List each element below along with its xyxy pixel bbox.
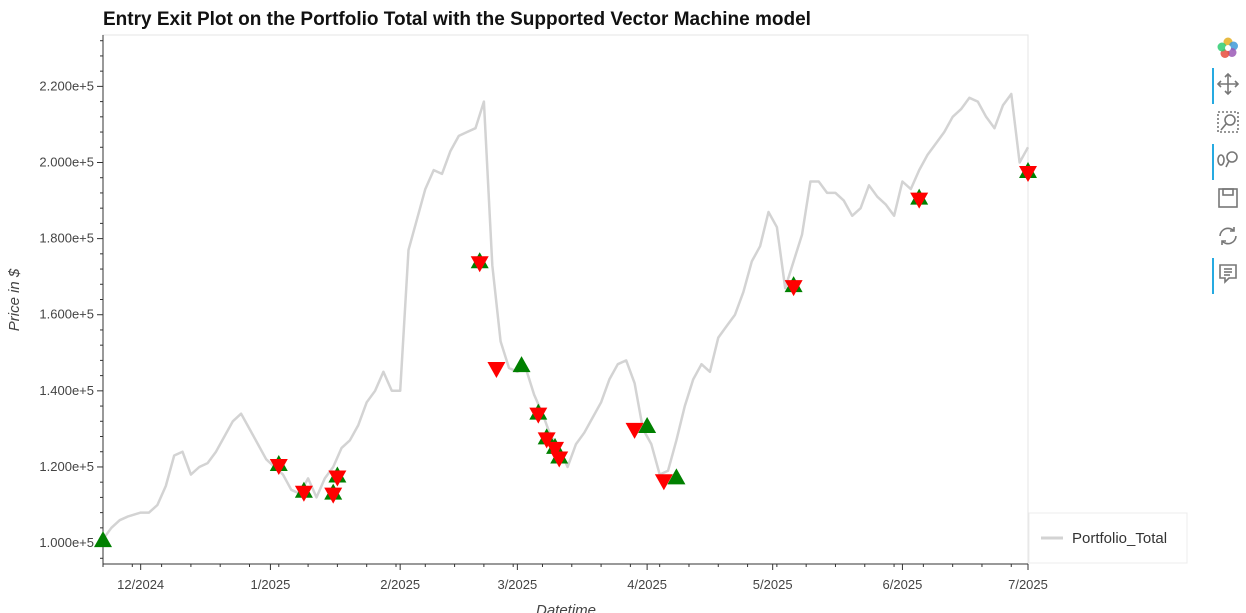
y-tick-label: 1.200e+5 — [39, 459, 94, 474]
y-tick-label: 1.000e+5 — [39, 535, 94, 550]
y-axis-label: Price in $ — [6, 268, 23, 331]
exit-marker[interactable] — [654, 474, 673, 491]
x-axis-label: Datetime — [536, 602, 596, 613]
entry-marker[interactable] — [94, 531, 112, 548]
x-tick-label: 4/2025 — [627, 577, 667, 592]
exit-marker[interactable] — [269, 459, 288, 476]
y-tick-label: 1.400e+5 — [39, 383, 94, 398]
pan-icon[interactable] — [1208, 68, 1246, 104]
exit-marker[interactable] — [328, 470, 347, 487]
plot-area[interactable] — [102, 34, 1029, 565]
entry-marker[interactable] — [512, 356, 531, 373]
series-line-portfolio-total — [101, 92, 1030, 541]
exit-marker[interactable] — [529, 407, 548, 424]
y-axis: 1.000e+5 1.200e+5 1.400e+5 1.600e+5 1.800e+5… — [39, 35, 104, 564]
exit-marker[interactable] — [294, 485, 313, 502]
exit-marker[interactable] — [470, 256, 489, 273]
exit-marker[interactable] — [625, 422, 644, 439]
y-tick-label: 2.200e+5 — [39, 78, 94, 93]
x-tick-label: 3/2025 — [497, 577, 537, 592]
wheel-zoom-icon[interactable] — [1208, 144, 1246, 180]
entry-marker[interactable] — [667, 468, 686, 485]
exit-marker[interactable] — [487, 362, 506, 379]
chart-title: Entry Exit Plot on the Portfolio Total w… — [103, 9, 811, 30]
hover-icon[interactable] — [1208, 258, 1246, 294]
exit-marker[interactable] — [546, 441, 565, 458]
y-tick-label: 1.600e+5 — [39, 307, 94, 322]
save-icon[interactable] — [1208, 182, 1246, 214]
exit-marker[interactable] — [1019, 166, 1037, 183]
exit-marker[interactable] — [537, 432, 556, 449]
y-tick-label: 1.800e+5 — [39, 231, 94, 246]
entry-marker[interactable] — [638, 416, 657, 433]
marker-layer — [94, 162, 1037, 548]
x-tick-label: 5/2025 — [753, 577, 793, 592]
box-zoom-icon[interactable] — [1208, 106, 1246, 138]
legend: Portfolio_Total — [1028, 512, 1188, 564]
legend-label: Portfolio_Total — [1072, 530, 1167, 547]
x-tick-label: 1/2025 — [251, 577, 291, 592]
bokeh-logo-icon[interactable] — [1208, 32, 1246, 64]
reset-icon[interactable] — [1208, 220, 1246, 252]
series-layer — [101, 92, 1030, 541]
y-tick-label: 2.000e+5 — [39, 154, 94, 169]
x-tick-label: 2/2025 — [380, 577, 420, 592]
x-tick-label: 7/2025 — [1008, 577, 1048, 592]
exit-marker[interactable] — [784, 280, 803, 297]
exit-marker[interactable] — [910, 192, 929, 209]
x-tick-label: 6/2025 — [883, 577, 923, 592]
exit-marker[interactable] — [550, 451, 569, 468]
exit-marker[interactable] — [324, 487, 343, 504]
x-axis: 12/2024 1/2025 2/2025 3/2025 4/2025 5/2025 6/2… — [102, 563, 1048, 592]
x-tick-label: 12/2024 — [117, 577, 164, 592]
